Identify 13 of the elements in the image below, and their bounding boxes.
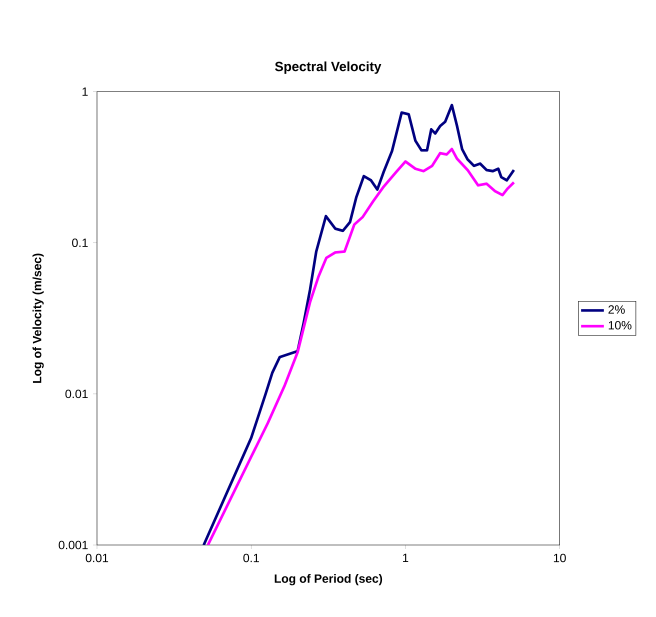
x-tick-label: 1: [403, 554, 408, 562]
x-tick-label: 10: [554, 554, 566, 562]
y-tick-label: 0.1: [72, 238, 88, 248]
legend-label: 10%: [608, 320, 632, 330]
y-axis-title: Log of Velocity (m/sec): [32, 254, 44, 383]
x-axis-title: Log of Period (sec): [274, 574, 382, 586]
x-tick-label: 0.01: [86, 554, 108, 562]
legend-label: 2%: [608, 305, 625, 314]
y-tick-label: 0.01: [65, 390, 88, 398]
y-tick-label: 1: [82, 88, 88, 96]
y-tick-label: 0.001: [58, 540, 88, 550]
x-tick-label: 0.1: [243, 554, 259, 562]
chart-title: Spectral Velocity: [275, 61, 382, 74]
